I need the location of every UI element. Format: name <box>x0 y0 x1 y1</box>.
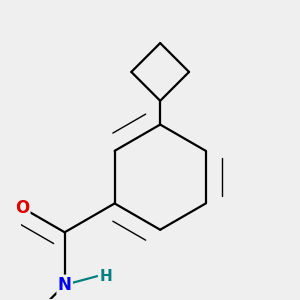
Text: N: N <box>58 276 72 294</box>
Text: O: O <box>15 199 29 217</box>
Text: H: H <box>99 268 112 284</box>
